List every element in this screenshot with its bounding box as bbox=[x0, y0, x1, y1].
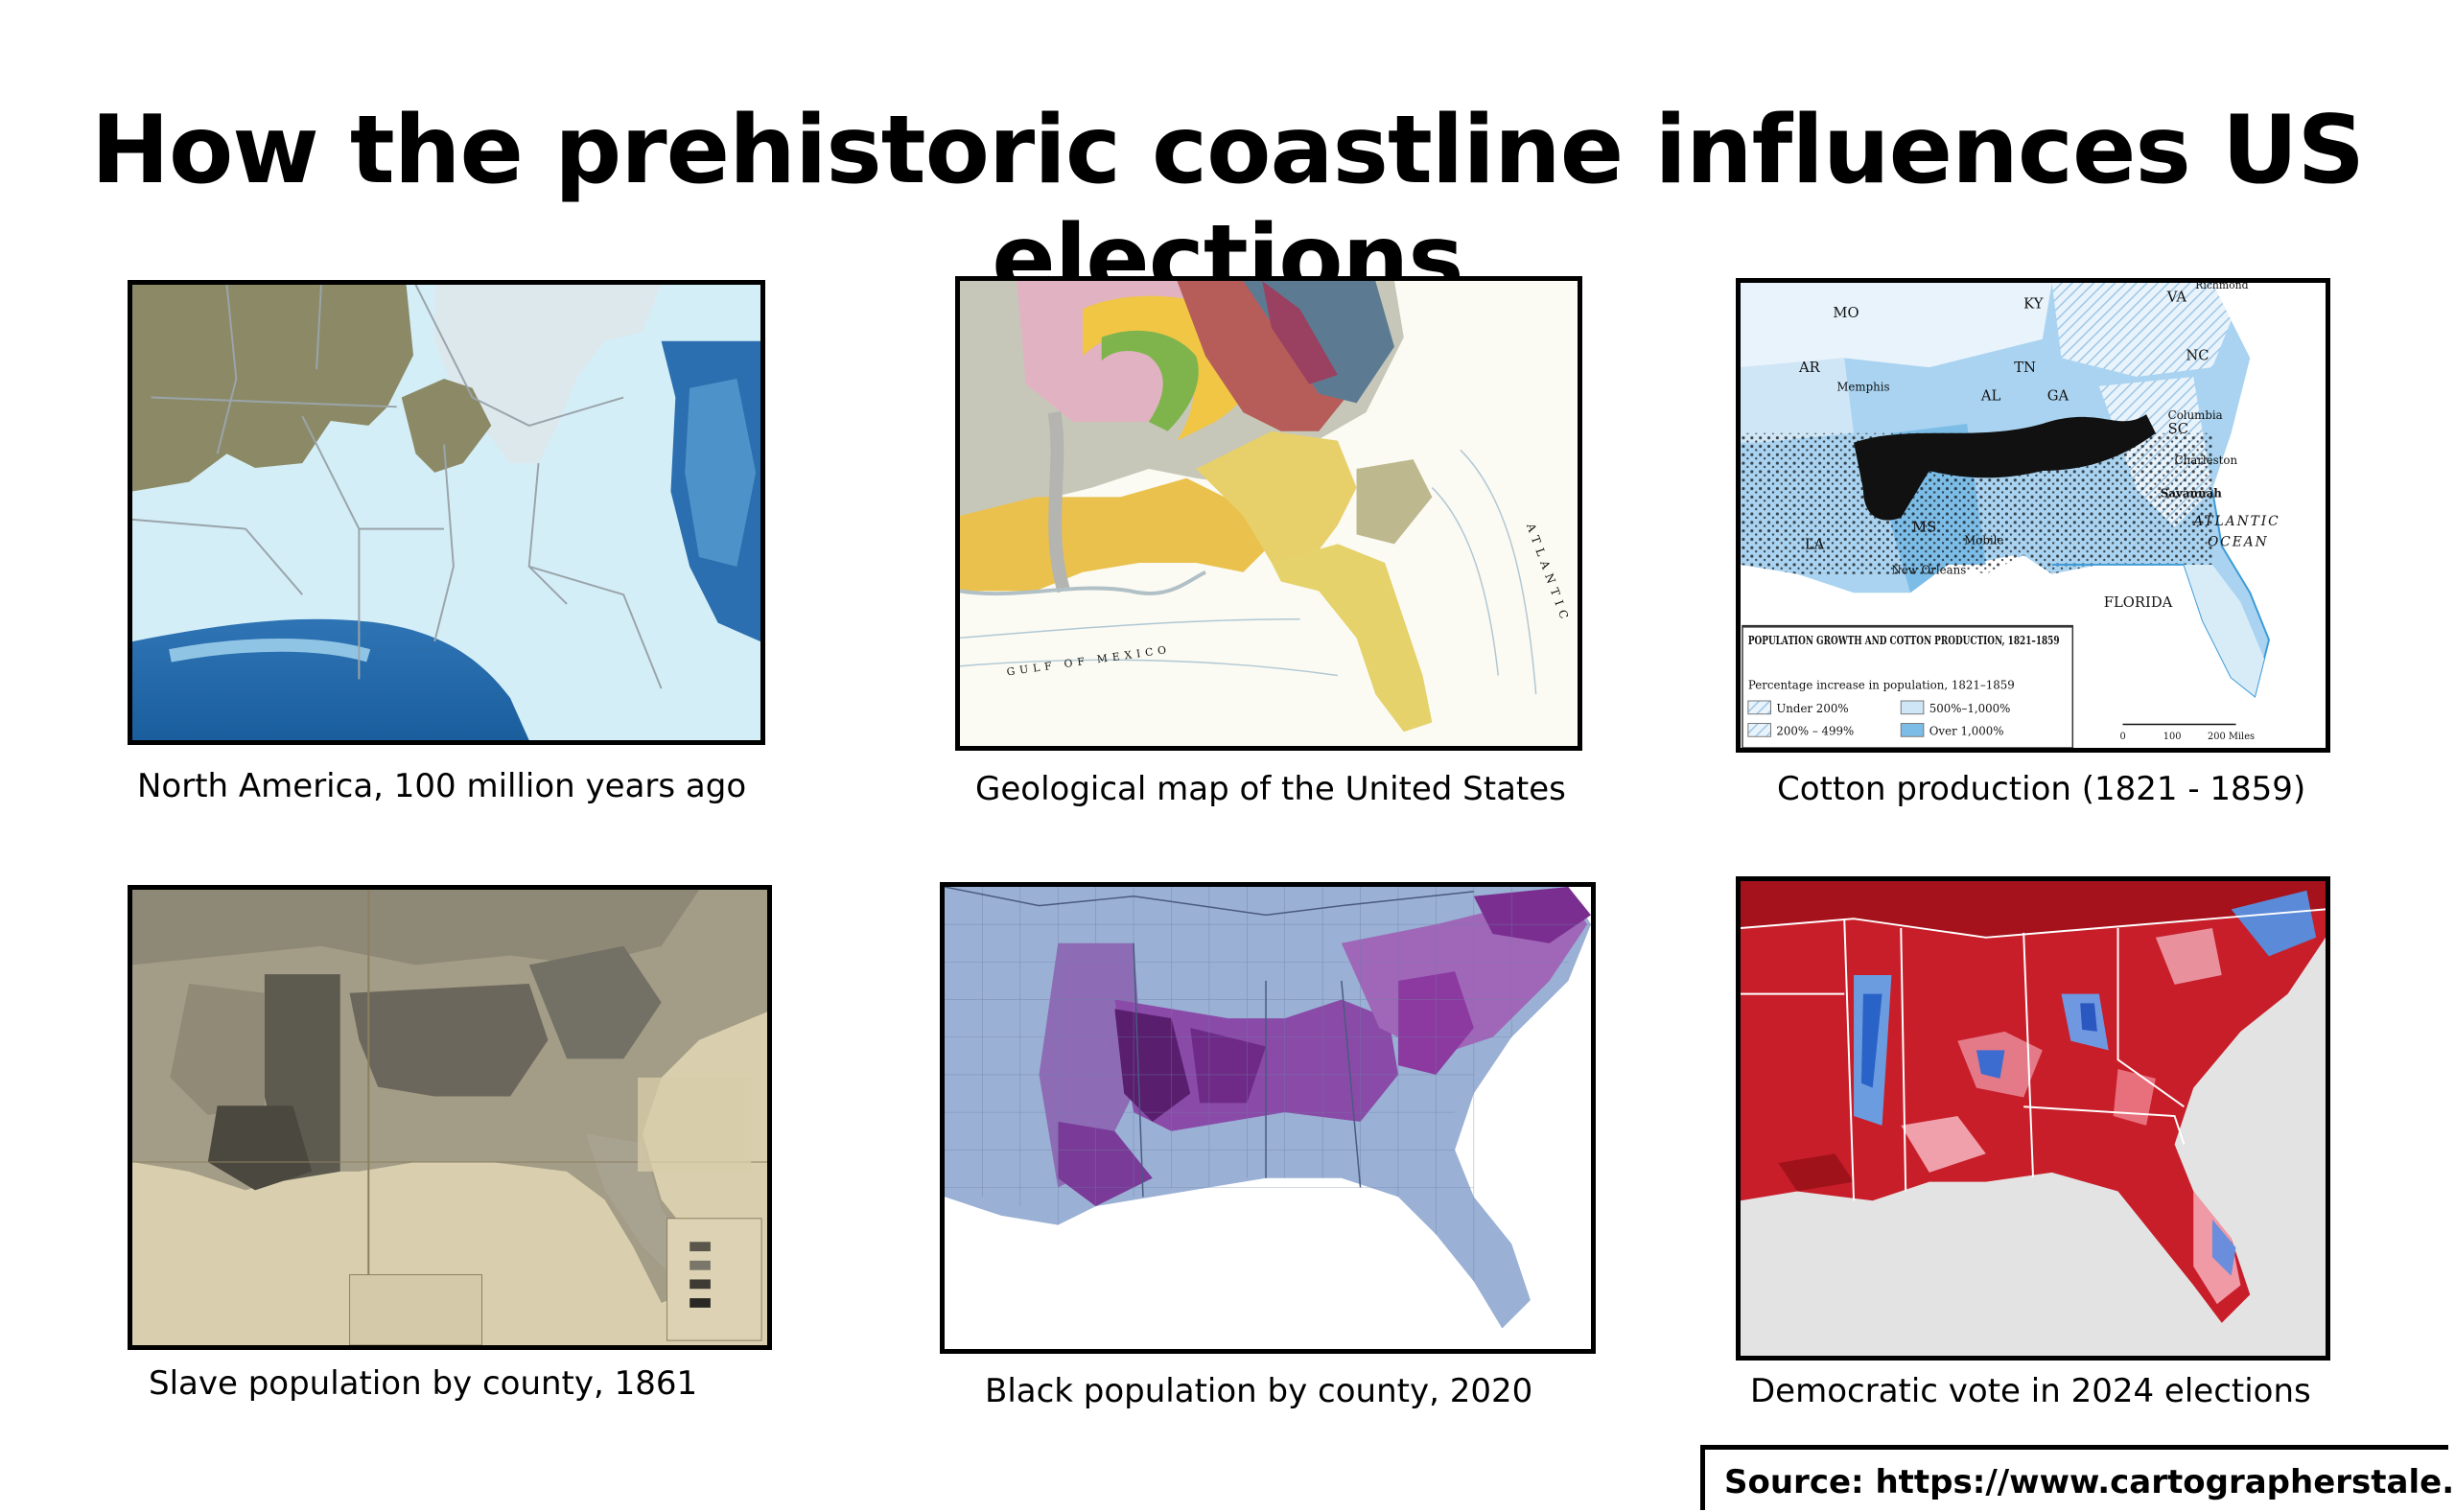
source-credit: Source: https://www.cartographerstale.co… bbox=[1700, 1445, 2455, 1510]
legend-subtitle: Percentage increase in population, 1821–… bbox=[1748, 678, 2015, 691]
state-label: VA bbox=[2166, 290, 2187, 306]
state-label: LA bbox=[1805, 536, 1825, 552]
legend-item: 500%–1,000% bbox=[1929, 702, 2011, 715]
panel-caption: North America, 100 million years ago bbox=[137, 767, 747, 805]
state-label: NC bbox=[2186, 347, 2209, 363]
legend-item: 200% – 499% bbox=[1776, 724, 1854, 737]
paleogeographic-map bbox=[128, 280, 765, 745]
cotton-production-map: MO KY VA NC TN AR AL GA SC MS LA FLORIDA… bbox=[1736, 278, 2330, 753]
state-label: MO bbox=[1833, 305, 1859, 321]
map-legend: POPULATION GROWTH AND COTTON PRODUCTION,… bbox=[1742, 624, 2074, 748]
geological-map: GULF OF MEXICO ATLANTIC bbox=[955, 276, 1582, 751]
ocean-label: ATLANTIC bbox=[2191, 514, 2280, 529]
city-label: Richmond bbox=[2195, 283, 2248, 291]
state-label: SC bbox=[2168, 421, 2188, 437]
panel-caption: Democratic vote in 2024 elections bbox=[1750, 1372, 2311, 1410]
legend-item: Under 200% bbox=[1776, 702, 1848, 715]
panel-caption: Slave population by county, 1861 bbox=[149, 1364, 698, 1403]
panel-caption: Cotton production (1821 - 1859) bbox=[1777, 770, 2306, 808]
scale-label: 200 Miles bbox=[2208, 732, 2255, 742]
city-label: Savannah bbox=[2161, 486, 2222, 500]
city-label: Charleston bbox=[2175, 454, 2238, 467]
state-label: AR bbox=[1798, 360, 1821, 376]
panel-caption: Geological map of the United States bbox=[975, 770, 1566, 808]
page-title: How the prehistoric coastline influences… bbox=[90, 96, 2365, 314]
panel-caption: Black population by county, 2020 bbox=[985, 1372, 1533, 1410]
democratic-vote-map bbox=[1736, 876, 2330, 1361]
legend-title: POPULATION GROWTH AND COTTON PRODUCTION,… bbox=[1748, 633, 2060, 647]
state-label: FLORIDA bbox=[2104, 594, 2173, 611]
ocean-label: OCEAN bbox=[2208, 534, 2269, 549]
city-label: New Orleans bbox=[1891, 564, 1966, 577]
scale-label: 0 bbox=[2120, 732, 2126, 742]
city-label: Columbia bbox=[2168, 408, 2223, 422]
map-scale: 0 100 200 Miles bbox=[2120, 723, 2255, 742]
slave-population-map bbox=[128, 885, 772, 1350]
state-label: GA bbox=[2047, 388, 2069, 405]
black-population-map bbox=[940, 882, 1596, 1354]
legend-item: Over 1,000% bbox=[1929, 724, 2004, 737]
state-label: TN bbox=[2014, 360, 2036, 376]
city-label: Mobile bbox=[1964, 533, 2003, 547]
state-label: MS bbox=[1912, 520, 1936, 536]
state-label: AL bbox=[1980, 388, 2001, 405]
scale-label: 100 bbox=[2163, 732, 2182, 742]
state-label: KY bbox=[2023, 295, 2044, 312]
city-label: Memphis bbox=[1836, 381, 1889, 394]
